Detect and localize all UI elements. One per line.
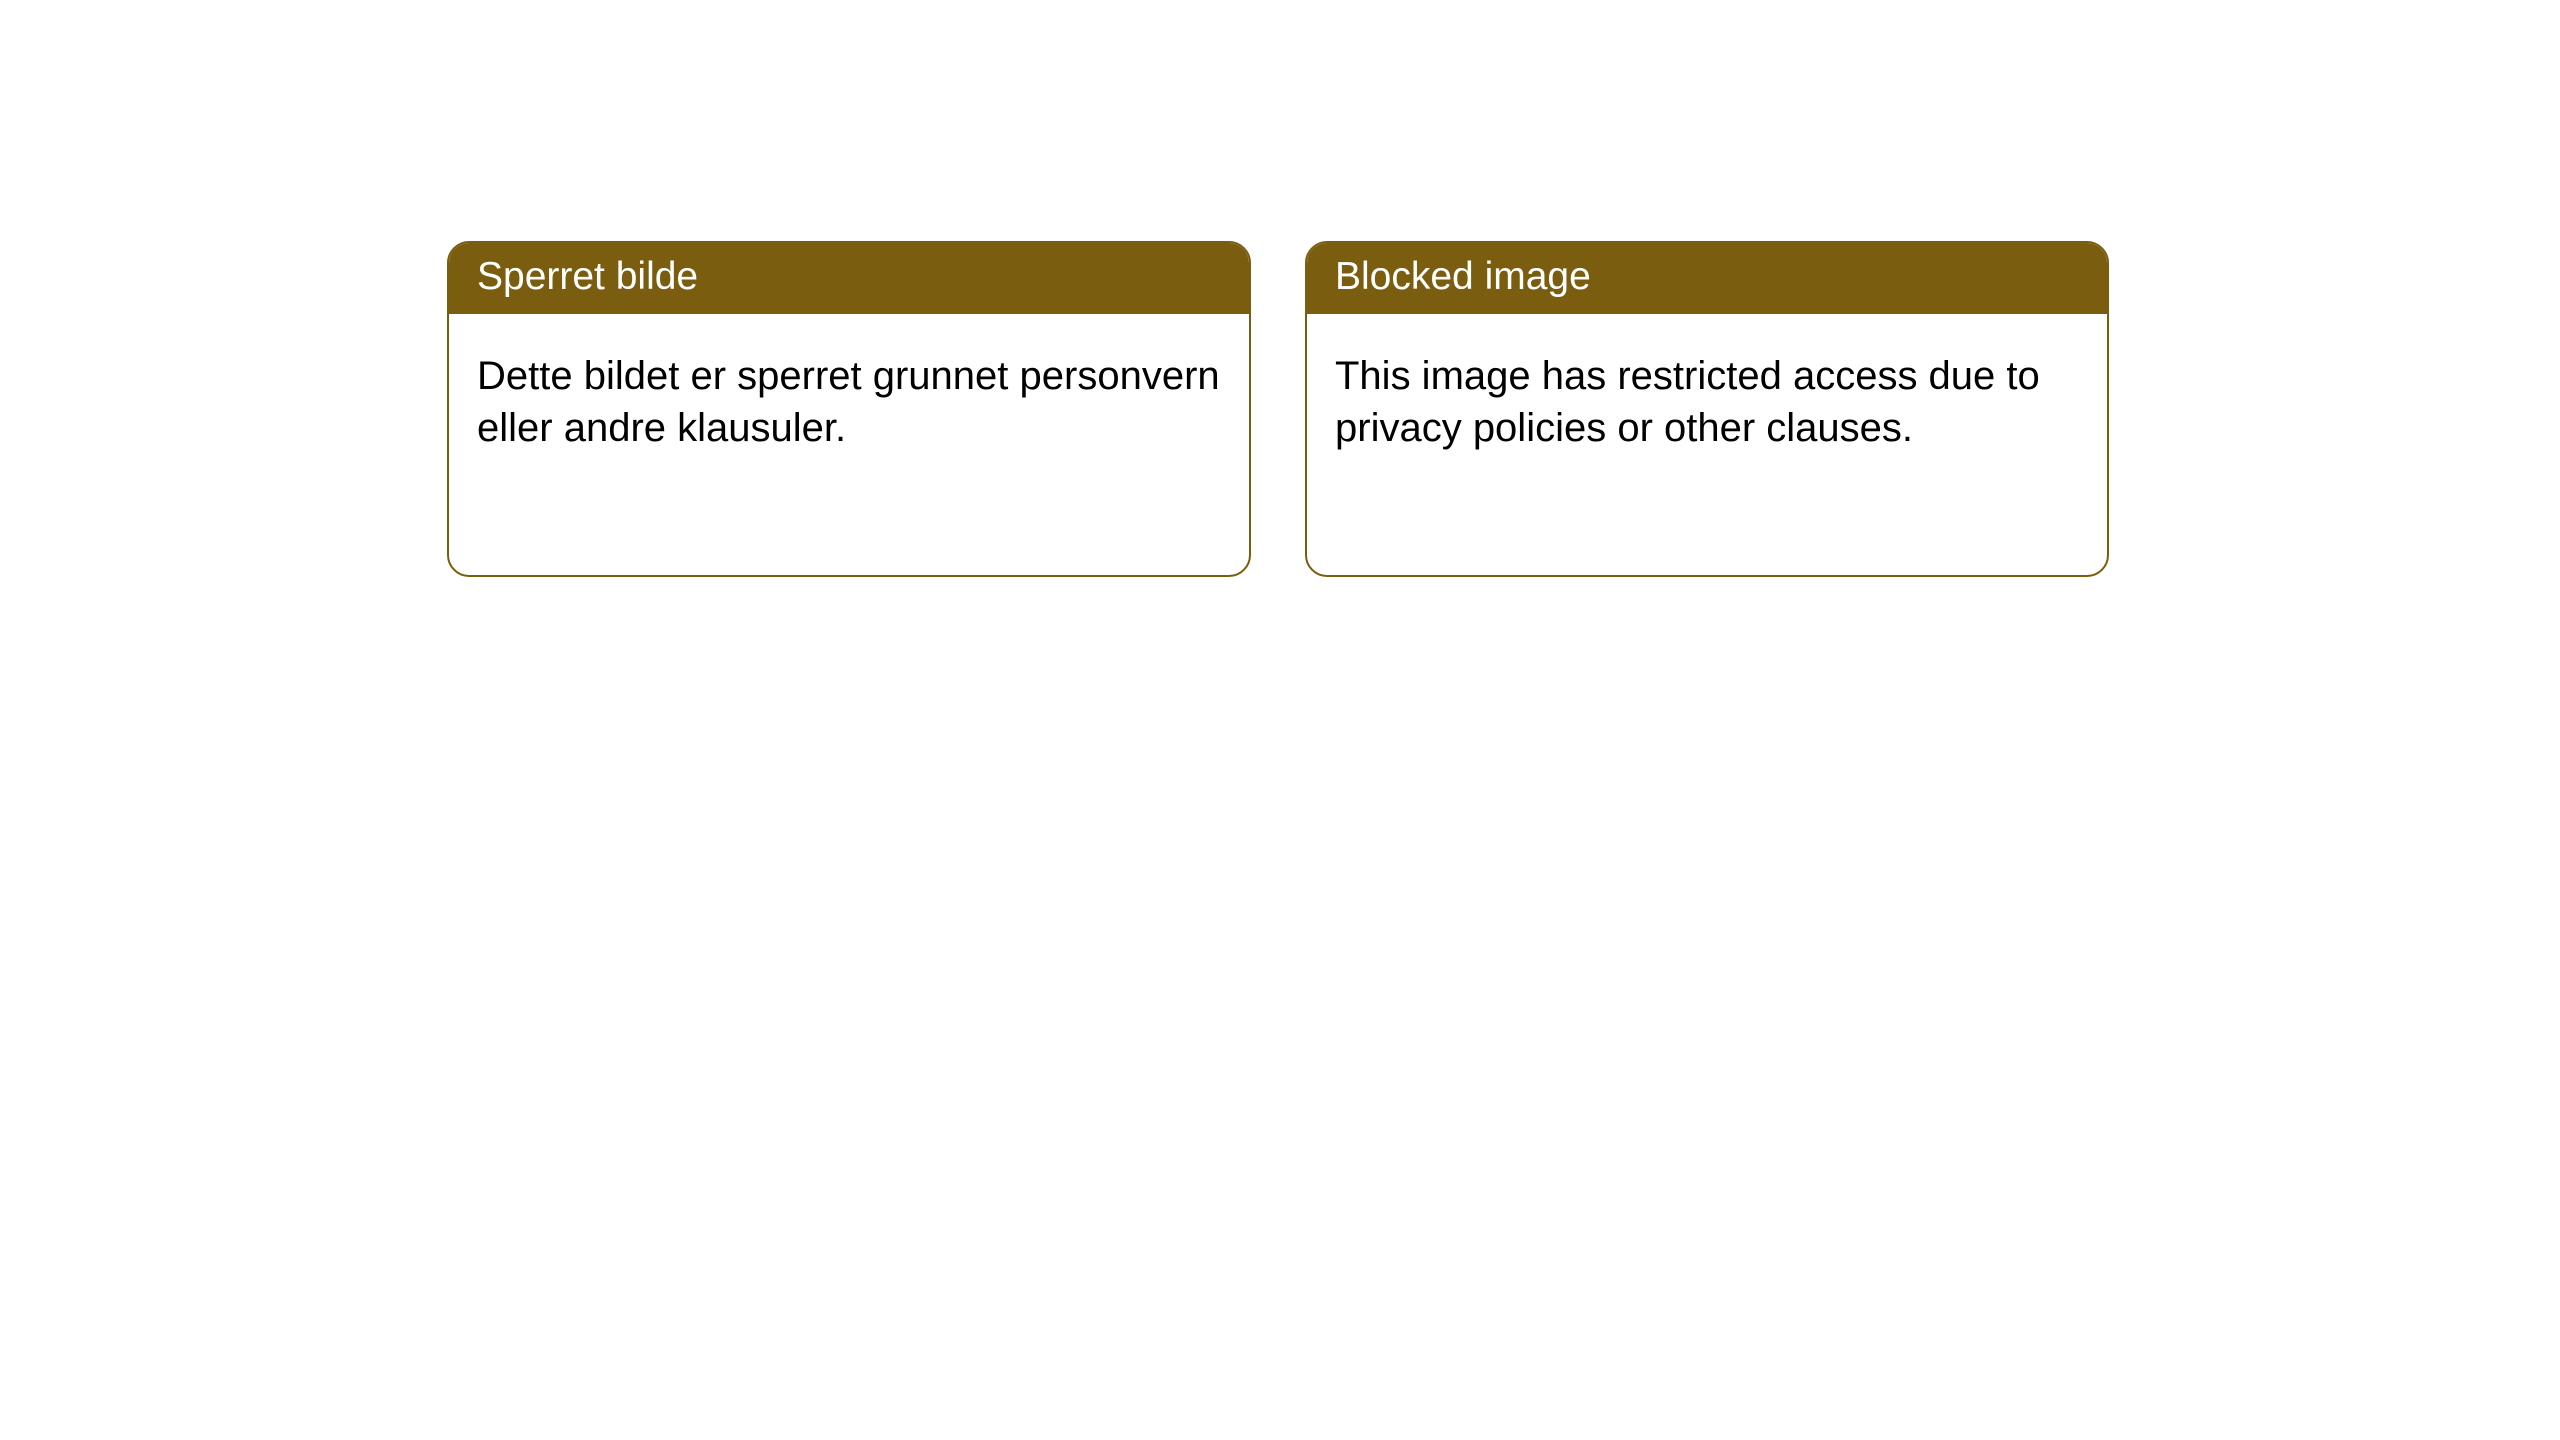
notice-header: Blocked image — [1307, 243, 2107, 314]
notice-body: Dette bildet er sperret grunnet personve… — [449, 314, 1249, 490]
notice-header: Sperret bilde — [449, 243, 1249, 314]
notice-body: This image has restricted access due to … — [1307, 314, 2107, 490]
notice-card-english: Blocked image This image has restricted … — [1305, 241, 2109, 577]
notice-card-norwegian: Sperret bilde Dette bildet er sperret gr… — [447, 241, 1251, 577]
notice-container: Sperret bilde Dette bildet er sperret gr… — [0, 0, 2560, 577]
